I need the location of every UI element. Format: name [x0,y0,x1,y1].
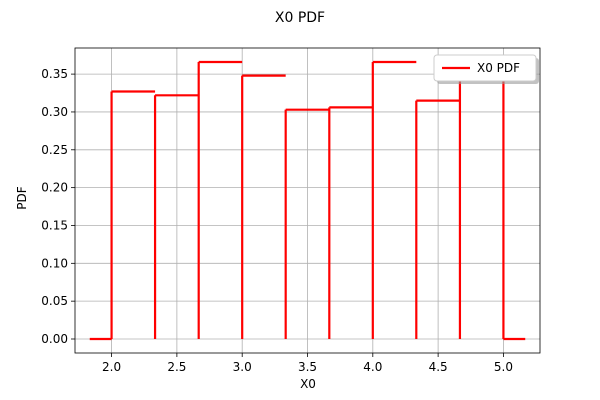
legend-label: X0 PDF [477,61,520,75]
x-axis-label: X0 [300,377,316,391]
x-tick-label: 2.5 [167,360,186,374]
y-tick-label: 0.35 [41,67,68,81]
y-tick-label: 0.05 [41,294,68,308]
x-tick-label: 3.0 [233,360,252,374]
y-axis-label: PDF [15,186,29,209]
series-group [89,60,526,341]
chart-title: X0 PDF [275,10,325,26]
y-tick-label: 0.15 [41,218,68,232]
y-tick-label: 0.25 [41,143,68,157]
axis-ticks: 2.0 2.5 3.0 3.5 4.0 4.5 5.0 0.00 0.05 0.10 0.15 0.2… [41,67,513,374]
y-tick-label: 0.00 [41,332,68,346]
legend-box [433,54,537,82]
legend: X0 PDF [433,54,539,84]
x-tick-label: 4.0 [363,360,382,374]
y-tick-label: 0.30 [41,105,68,119]
grid-lines [75,48,540,353]
y-tick-label: 0.20 [41,181,68,195]
y-tick-label: 0.10 [41,256,68,270]
x-tick-label: 3.5 [298,360,317,374]
x-tick-label: 4.5 [429,360,448,374]
x-tick-label: 2.0 [102,360,121,374]
x-tick-label: 5.0 [494,360,513,374]
